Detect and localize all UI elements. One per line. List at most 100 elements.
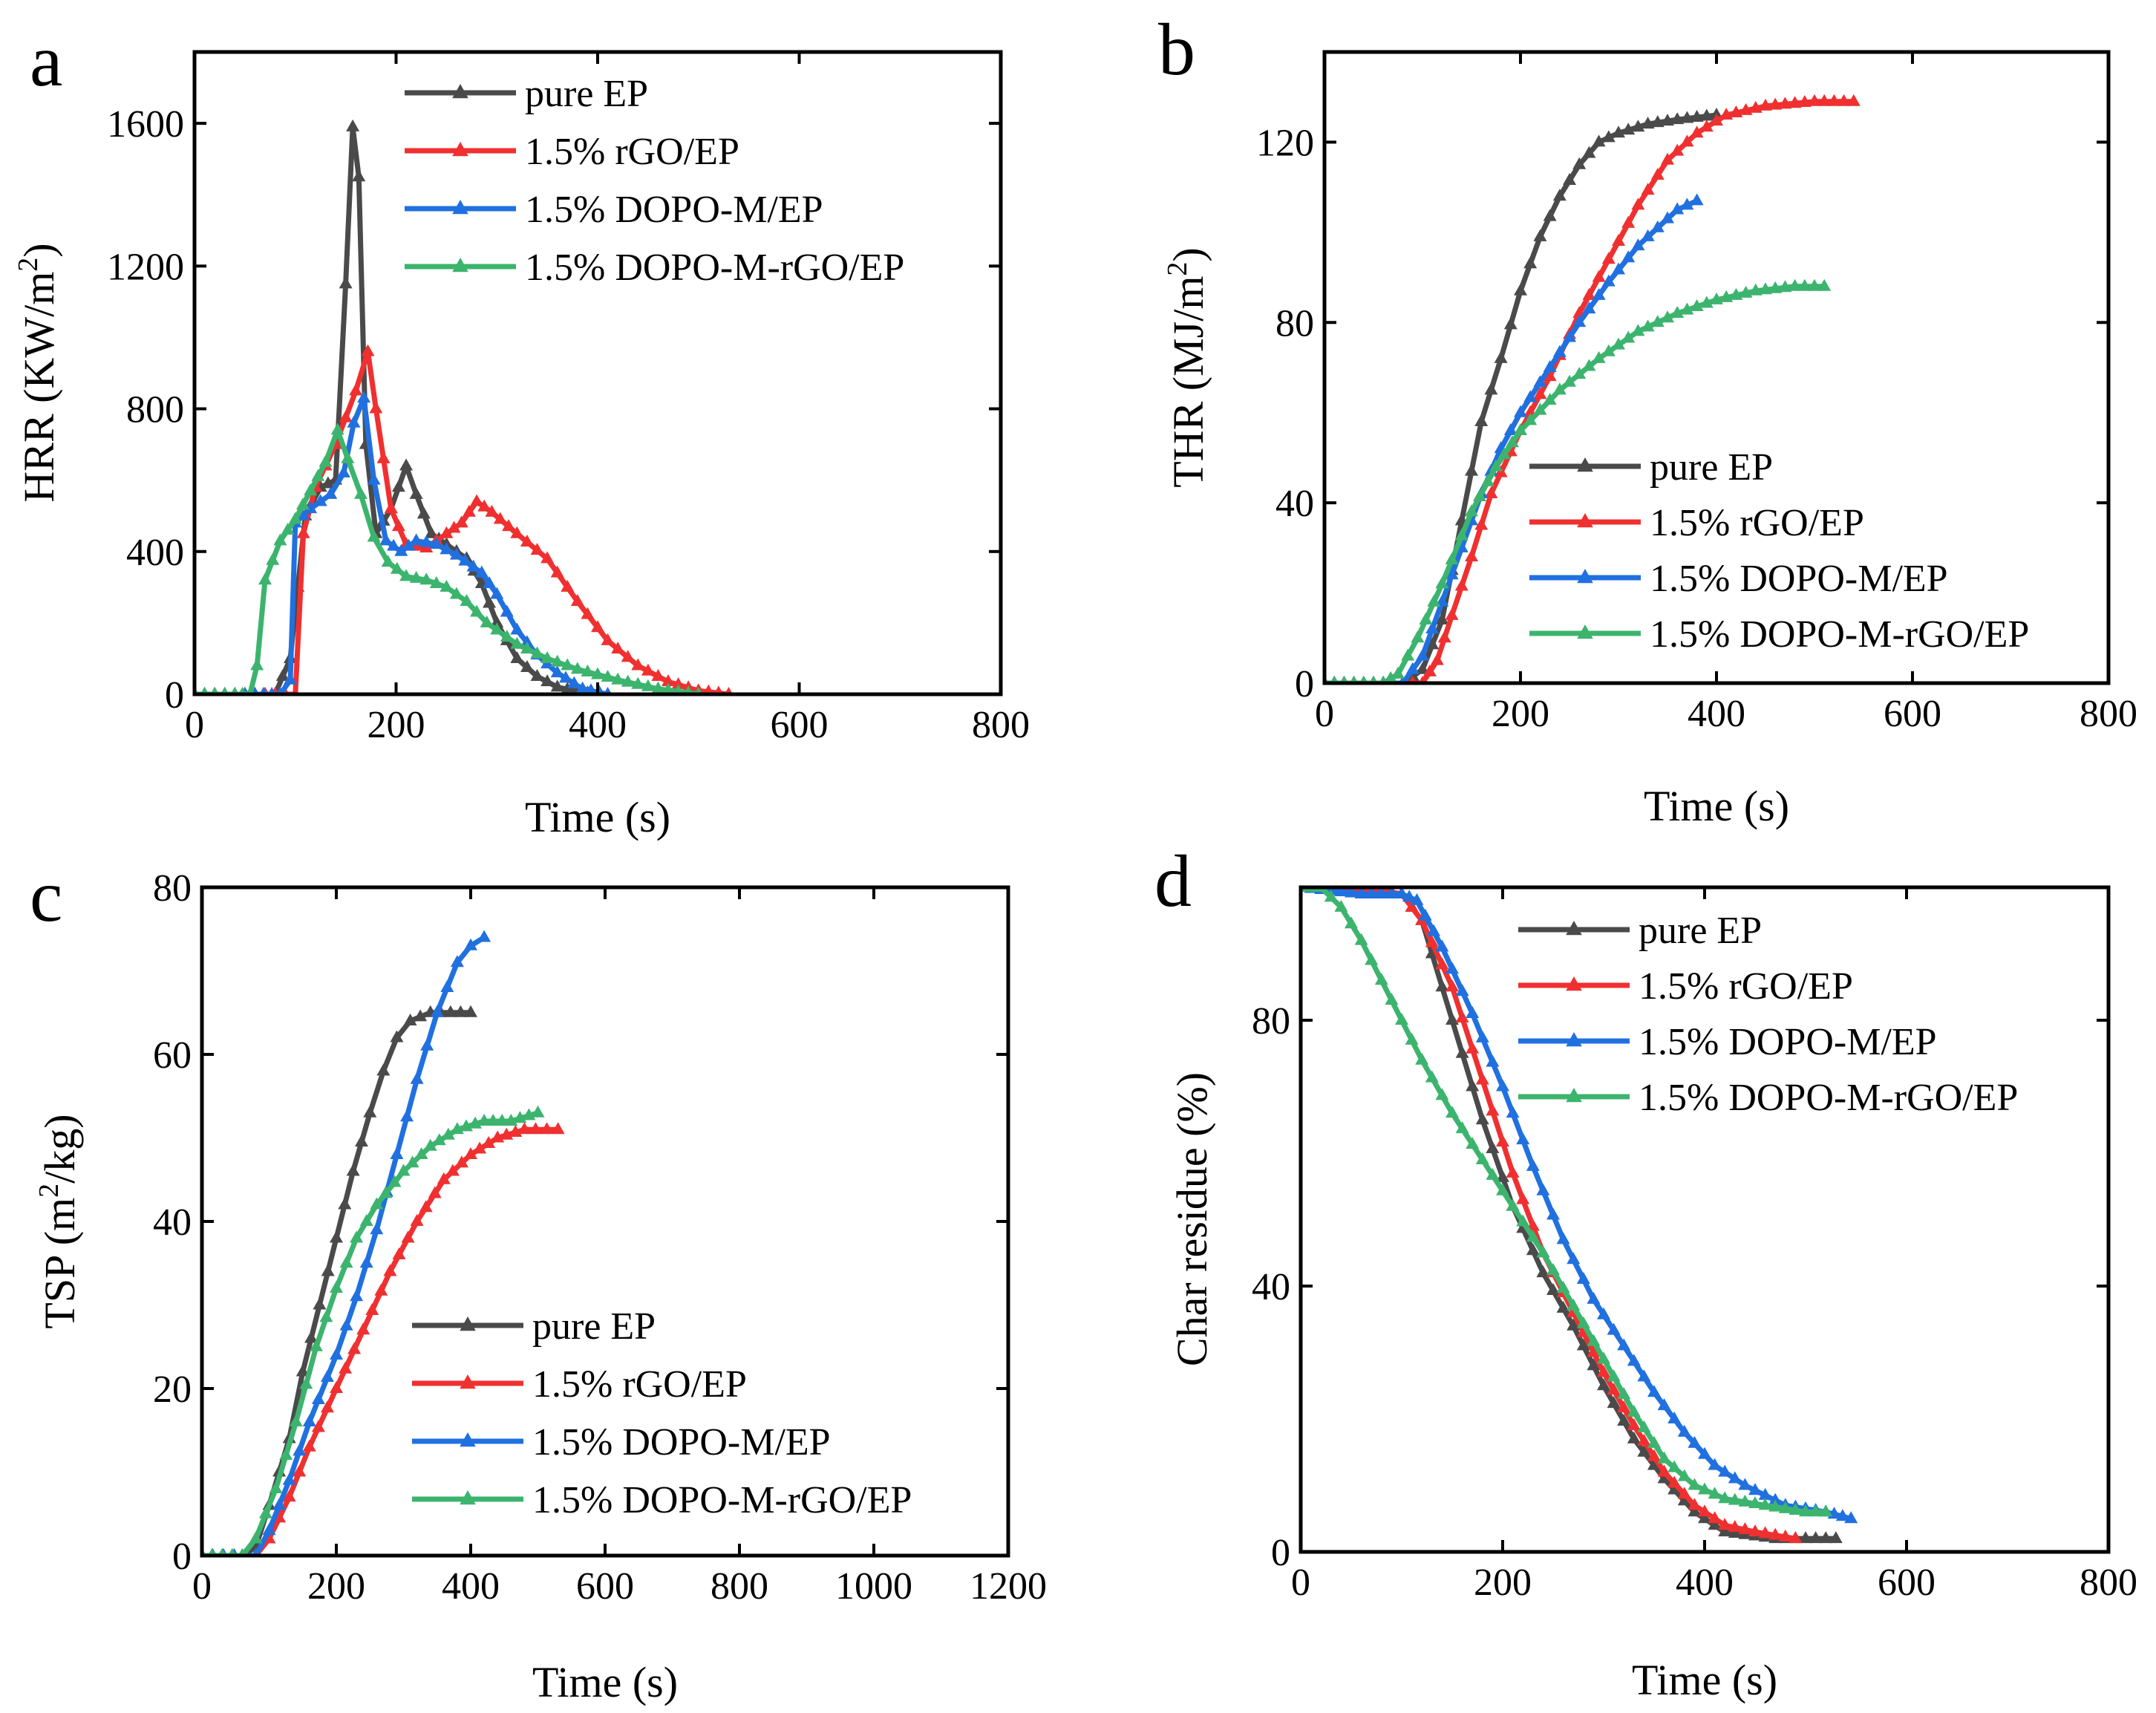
- panel-d-marker-1-5-dopo-m-rgo-ep: [1405, 1032, 1419, 1045]
- panel-b-letter: b: [1158, 8, 1195, 91]
- panel-a-marker-1-5-dopo-m-rgo-ep: [250, 658, 264, 670]
- panel-c-marker-pure-ep: [295, 1364, 310, 1377]
- panel-d-marker-1-5-dopo-m-ep: [1427, 924, 1441, 936]
- panel-d-marker-1-5-dopo-m-ep: [1647, 1385, 1661, 1397]
- panel-c-marker-1-5-dopo-m-rgo-ep: [486, 1114, 500, 1126]
- panel-d-marker-1-5-rgo-ep: [1768, 1527, 1783, 1540]
- panel-d-marker-1-5-rgo-ep: [1657, 1464, 1671, 1477]
- panel-b-marker-1-5-dopo-m-rgo-ep: [1435, 576, 1449, 589]
- panel-a-marker-1-5-dopo-m-ep: [313, 494, 327, 506]
- panel-c-legend-marker: [460, 1374, 476, 1389]
- panel-d-marker-pure-ep: [1587, 1358, 1601, 1371]
- panel-c-marker-1-5-dopo-m-rgo-ep: [330, 1281, 343, 1293]
- panel-a-marker-1-5-dopo-m-rgo-ep: [353, 486, 368, 499]
- panel-d-ytick-label: 80: [1252, 1000, 1290, 1043]
- panel-a-marker-1-5-dopo-m-rgo-ep: [561, 658, 575, 670]
- panel-b-legend-marker: [1577, 569, 1593, 584]
- panel-a-marker-1-5-rgo-ep: [581, 607, 595, 619]
- panel-c-legend-item: 1.5% DOPO-M-rGO/EP: [412, 1479, 912, 1521]
- panel-a-legend-marker: [452, 142, 468, 157]
- panel-a-marker-1-5-rgo-ep: [591, 620, 604, 633]
- panel-b-marker-1-5-dopo-m-rgo-ep: [1563, 374, 1576, 387]
- panel-d-marker-1-5-dopo-m-rgo-ep: [1809, 1504, 1823, 1517]
- panel-a-marker-1-5-dopo-m-rgo-ep: [281, 522, 295, 535]
- panel-c-marker-1-5-dopo-m-rgo-ep: [258, 1506, 272, 1518]
- panel-a-marker-1-5-rgo-ep: [339, 410, 353, 422]
- panel-c-marker-1-5-dopo-m-ep: [311, 1392, 325, 1404]
- panel-b-ytick-label: 40: [1275, 483, 1314, 525]
- panel-c-marker-1-5-dopo-m-ep: [350, 1289, 364, 1302]
- panel-a-legend-marker: [452, 258, 468, 273]
- panel-a-ytick-label: 1600: [107, 103, 184, 146]
- panel-d-marker-1-5-dopo-m-ep: [1677, 1424, 1691, 1437]
- panel-d-marker-1-5-rgo-ep: [1728, 1520, 1742, 1533]
- panel-b-marker-pure-ep: [1484, 382, 1498, 395]
- panel-b-marker-1-5-rgo-ep: [1661, 152, 1674, 165]
- panel-a-marker-1-5-rgo-ep: [631, 658, 645, 670]
- panel-b-marker-1-5-rgo-ep: [1797, 95, 1812, 107]
- panel-b-marker-pure-ep: [1680, 111, 1694, 123]
- panel-b-marker-1-5-rgo-ep: [1494, 465, 1508, 477]
- panel-c-marker-pure-ep: [454, 1005, 468, 1017]
- panel-c-marker-pure-ep: [390, 1030, 404, 1043]
- panel-b-marker-1-5-dopo-m-rgo-ep: [1427, 594, 1441, 607]
- panel-a-marker-pure-ep: [321, 476, 335, 489]
- panel-c-marker-1-5-rgo-ep: [454, 1155, 468, 1168]
- panel-a-marker-1-5-rgo-ep: [651, 668, 665, 681]
- panel-c-marker-1-5-dopo-m-ep: [339, 1318, 353, 1331]
- panel-b-marker-1-5-rgo-ep: [1759, 98, 1772, 111]
- panel-a-marker-1-5-dopo-m-rgo-ep: [341, 451, 355, 463]
- panel-d-marker-pure-ep: [1667, 1482, 1682, 1495]
- panel-b-marker-pure-ep: [1465, 463, 1478, 476]
- panel-d-marker-1-5-dopo-m-ep: [1546, 1207, 1560, 1220]
- panel-a-marker-1-5-rgo-ep: [671, 677, 685, 690]
- panel-b-legend: pure EP 1.5% rGO/EP 1.5% DOPO-M/EP 1.5% DOP…: [1529, 446, 2029, 656]
- panel-d-xtick-label: 400: [1676, 1562, 1734, 1604]
- panel-d-marker-1-5-rgo-ep: [1627, 1417, 1641, 1430]
- panel-b-marker-pure-ep: [1523, 256, 1538, 269]
- panel-b-marker-1-5-dopo-m-rgo-ep: [1719, 290, 1734, 302]
- panel-c-legend: pure EP 1.5% rGO/EP 1.5% DOPO-M/EP 1.5% DOP…: [412, 1305, 912, 1521]
- panel-a-marker-1-5-dopo-m-ep: [347, 415, 361, 428]
- panel-d-marker-1-5-dopo-m-ep: [1667, 1412, 1682, 1423]
- panel-c-marker-1-5-rgo-ep: [374, 1283, 388, 1296]
- panel-c-marker-1-5-rgo-ep: [540, 1122, 554, 1135]
- panel-d-marker-1-5-rgo-ep: [1647, 1449, 1661, 1461]
- panel-d-marker-1-5-rgo-ep: [1466, 1041, 1480, 1054]
- panel-c-marker-1-5-dopo-m-ep: [293, 1443, 307, 1456]
- panel-c-ytick-label: 20: [153, 1368, 192, 1411]
- panel-c-marker-1-5-rgo-ep: [551, 1122, 565, 1135]
- panel-a-marker-1-5-dopo-m-rgo-ep: [530, 646, 544, 659]
- panel-a-marker-1-5-dopo-m-ep: [387, 538, 401, 551]
- panel-a-series-1-5-rgo-ep: [195, 344, 734, 694]
- panel-d-marker-1-5-dopo-m-ep: [1365, 887, 1379, 898]
- panel-d-marker-1-5-dopo-m-rgo-ep: [1768, 1499, 1783, 1512]
- panel-c-ticks: 0 200 400 600 800 1000 1200 0 20 40 60 80: [153, 867, 1047, 1608]
- panel-a-marker-1-5-dopo-m-ep: [575, 681, 589, 694]
- panel-a-marker-1-5-dopo-m-ep: [394, 544, 408, 556]
- panel-b-marker-1-5-dopo-m-ep: [1670, 202, 1685, 215]
- panel-a-marker-1-5-dopo-m-rgo-ep: [490, 622, 504, 635]
- panel-b-legend-item: 1.5% DOPO-M-rGO/EP: [1529, 613, 2029, 656]
- panel-d-marker-1-5-dopo-m-rgo-ep: [1688, 1478, 1702, 1490]
- panel-b-marker-pure-ep: [1416, 662, 1429, 674]
- panel-b-marker-1-5-rgo-ep: [1430, 653, 1444, 665]
- panel-d-marker-1-5-rgo-ep: [1506, 1165, 1520, 1178]
- panel-c-marker-1-5-dopo-m-rgo-ep: [477, 1114, 491, 1126]
- panel-d-marker-1-5-dopo-m-ep: [1556, 1232, 1570, 1244]
- panel-b-marker-1-5-dopo-m-rgo-ep: [1533, 402, 1547, 415]
- panel-c-legend-label: pure EP: [532, 1305, 656, 1348]
- panel-c-xtick-label: 0: [192, 1565, 212, 1608]
- panel-b-marker-1-5-dopo-m-rgo-ep: [1739, 285, 1753, 298]
- panel-b-marker-1-5-dopo-m-rgo-ep: [1411, 630, 1425, 643]
- panel-c-legend-marker: [460, 1432, 476, 1447]
- panel-a-legend-label: pure EP: [525, 73, 648, 115]
- panel-c-marker-1-5-rgo-ep: [330, 1381, 343, 1393]
- panel-d-marker-pure-ep: [1496, 1169, 1509, 1182]
- panel-d-xtick-label: 0: [1291, 1562, 1310, 1604]
- panel-d-marker-1-5-dopo-m-rgo-ep: [1597, 1351, 1610, 1364]
- panel-b-xtick-label: 400: [1688, 693, 1745, 735]
- panel-c-xtick-label: 400: [442, 1565, 500, 1608]
- panel-d-legend-item: 1.5% DOPO-M-rGO/EP: [1518, 1077, 2018, 1119]
